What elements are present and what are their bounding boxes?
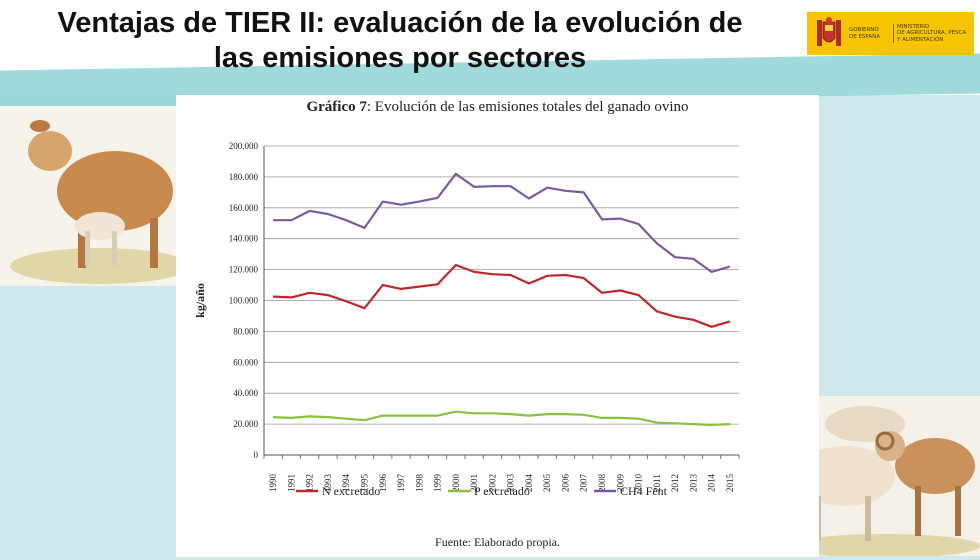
legend-label: N excretado xyxy=(322,484,380,498)
x-tick-label: 2013 xyxy=(688,474,698,493)
line-chart: 0 20.000 40.000 60.000 80.000 100.000 120.000 1… xyxy=(193,141,740,498)
y-tick-label: 200.000 xyxy=(229,141,259,151)
source-note: Fuente: Elaborado propia. xyxy=(435,535,560,549)
x-tick-label: 2006 xyxy=(560,474,570,493)
x-tick-label: 2011 xyxy=(652,474,662,492)
x-tick-label: 2004 xyxy=(524,474,534,493)
logo-line-a2: DE ESPAÑA xyxy=(849,33,881,40)
government-logo: GOBIERNO DE ESPAÑA MINISTERIO DE AGRICUL… xyxy=(807,12,974,55)
x-tick-label: 2010 xyxy=(634,474,644,493)
y-tick-label: 40.000 xyxy=(233,388,258,398)
sheep-illustration-left xyxy=(0,106,195,286)
x-tick-label: 1994 xyxy=(341,474,351,493)
x-tick-label: 1999 xyxy=(433,474,443,493)
y-tick-label: 80.000 xyxy=(233,326,258,336)
logo-line-b1: MINISTERIO xyxy=(897,23,930,30)
chart-panel: Gráfico 7: Evolución de las emisiones to… xyxy=(176,95,819,557)
logo-text-ministerio: MINISTERIO DE AGRICULTURA, PESCA Y ALIME… xyxy=(893,23,967,44)
y-tick-label: 60.000 xyxy=(233,357,258,367)
slide-title-line1: Ventajas de TIER II: evaluación de la ev… xyxy=(57,7,743,39)
coat-of-arms-icon xyxy=(817,16,841,46)
x-tick-label: 2007 xyxy=(579,474,589,493)
x-tick-label: 2003 xyxy=(506,474,516,493)
y-tick-label: 160.000 xyxy=(229,203,259,213)
x-tick-label: 1993 xyxy=(323,474,333,493)
x-tick-label: 1998 xyxy=(414,474,424,493)
y-axis-label: kg/año xyxy=(193,283,207,318)
x-tick-label: 1990 xyxy=(268,474,278,493)
x-tick-label: 2008 xyxy=(597,474,607,493)
x-tick-label: 2014 xyxy=(707,474,717,493)
chart-title-rest: : Evolución de las emisiones totales del… xyxy=(366,99,689,115)
series-line-1 xyxy=(273,263,731,328)
x-tick-label: 2012 xyxy=(670,474,680,492)
x-tick-label: 2000 xyxy=(451,474,461,493)
chart-title: Gráfico 7: Evolución de las emisiones to… xyxy=(176,99,819,116)
x-tick-label: 1997 xyxy=(396,474,406,493)
y-tick-label: 20.000 xyxy=(233,419,258,429)
slide-title-line2: las emisiones por sectores xyxy=(213,42,587,74)
x-tick-label: 2005 xyxy=(542,474,552,493)
x-tick-label: 2001 xyxy=(469,474,479,492)
x-tick-label: 1995 xyxy=(359,474,369,493)
x-tick-label: 1992 xyxy=(305,474,315,492)
x-tick-label: 2009 xyxy=(615,474,625,493)
x-tick-label: 1996 xyxy=(378,474,388,493)
legend-label: P excretado xyxy=(474,484,530,498)
y-tick-label: 180.000 xyxy=(229,172,259,182)
logo-line-b3: Y ALIMENTACIÓN xyxy=(897,36,944,43)
logo-text-gobierno: GOBIERNO DE ESPAÑA xyxy=(849,27,889,40)
logo-line-a1: GOBIERNO xyxy=(849,27,879,33)
y-tick-label: 140.000 xyxy=(229,234,259,244)
x-tick-label: 2002 xyxy=(487,474,497,492)
x-tick-label: 1991 xyxy=(286,474,296,492)
chart-title-bold: Gráfico 7 xyxy=(306,99,367,115)
y-tick-label: 120.000 xyxy=(229,265,259,275)
legend-label: CH4 Fent xyxy=(620,484,668,498)
series-line-3 xyxy=(273,172,731,273)
logo-line-b2: DE AGRICULTURA, PESCA xyxy=(897,30,967,37)
x-tick-label: 2015 xyxy=(725,474,735,493)
slide-title: Ventajas de TIER II: evaluación de la ev… xyxy=(0,6,800,76)
series-line-2 xyxy=(273,410,730,426)
y-tick-label: 0 xyxy=(254,450,259,460)
y-tick-label: 100.000 xyxy=(229,296,259,306)
